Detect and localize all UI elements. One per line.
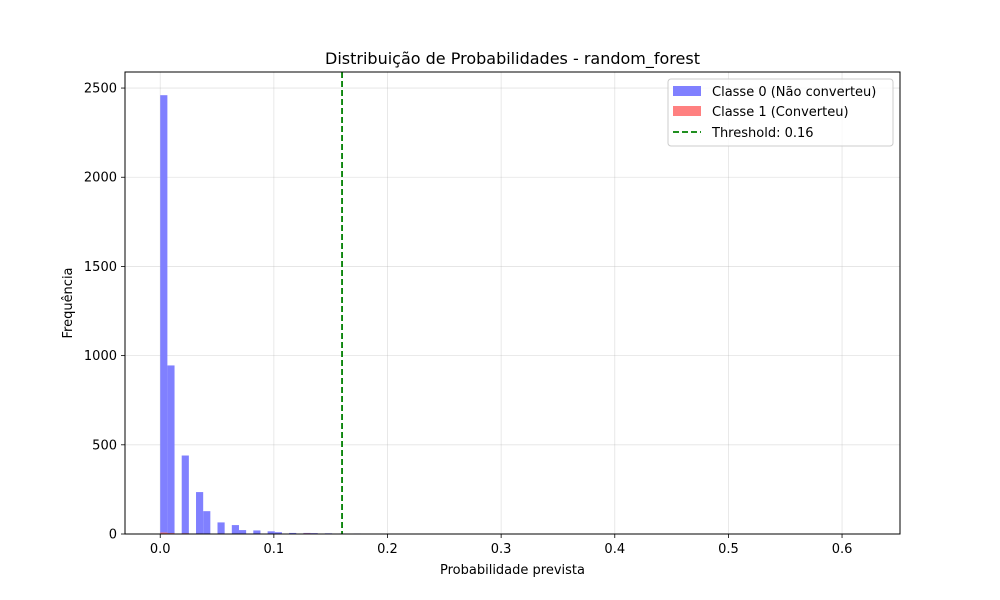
bar-classe-1 xyxy=(160,532,168,534)
bar-classe-0 xyxy=(238,530,247,534)
bar-classe-0 xyxy=(196,492,204,534)
y-tick-label: 2500 xyxy=(84,82,117,97)
chart-title: Distribuição de Probabilidades - random_… xyxy=(325,49,700,69)
legend-box xyxy=(667,78,894,147)
bar-classe-0 xyxy=(274,532,282,534)
legend-label-classe-0: Classe 0 (Não converteu) xyxy=(712,85,876,100)
x-axis-label: Probabilidade prevista xyxy=(440,563,585,578)
ticks: 0.0 0.1 0.2 0.3 0.4 0.5 0.6 0 500 1000 1500 2000 250… xyxy=(84,82,852,557)
y-tick-label: 0 xyxy=(109,528,117,543)
y-tick-label: 2000 xyxy=(84,171,117,186)
x-tick-label: 0.1 xyxy=(264,542,285,557)
x-tick-label: 0.5 xyxy=(718,542,739,557)
bar-classe-0 xyxy=(267,531,275,534)
bar-classe-0 xyxy=(160,95,168,535)
y-tick-label: 1500 xyxy=(84,260,117,275)
y-tick-label: 1000 xyxy=(84,349,117,364)
x-tick-label: 0.3 xyxy=(491,542,512,557)
legend: Classe 0 (Não converteu) Classe 1 (Conve… xyxy=(667,78,894,147)
plot-frame xyxy=(124,71,901,535)
bar-classe-0 xyxy=(231,525,239,534)
bar-classe-0 xyxy=(217,522,225,534)
bar-classe-0 xyxy=(181,455,189,534)
legend-label-classe-1: Classe 1 (Converteu) xyxy=(712,105,849,120)
legend-swatch-classe-0 xyxy=(673,86,701,96)
bar-classe-0 xyxy=(167,365,175,534)
bar-classe-0 xyxy=(289,532,297,534)
y-axis-label: Frequência xyxy=(61,267,76,338)
x-tick-label: 0.2 xyxy=(377,542,398,557)
legend-label-threshold: Threshold: 0.16 xyxy=(711,126,814,141)
bar-classe-0 xyxy=(203,511,211,534)
y-tick-label: 500 xyxy=(92,438,117,453)
x-tick-label: 0.4 xyxy=(604,542,625,557)
legend-swatch-classe-1 xyxy=(673,106,701,116)
x-tick-label: 0.0 xyxy=(150,542,171,557)
x-tick-label: 0.6 xyxy=(832,542,853,557)
bar-classe-0 xyxy=(253,530,261,534)
